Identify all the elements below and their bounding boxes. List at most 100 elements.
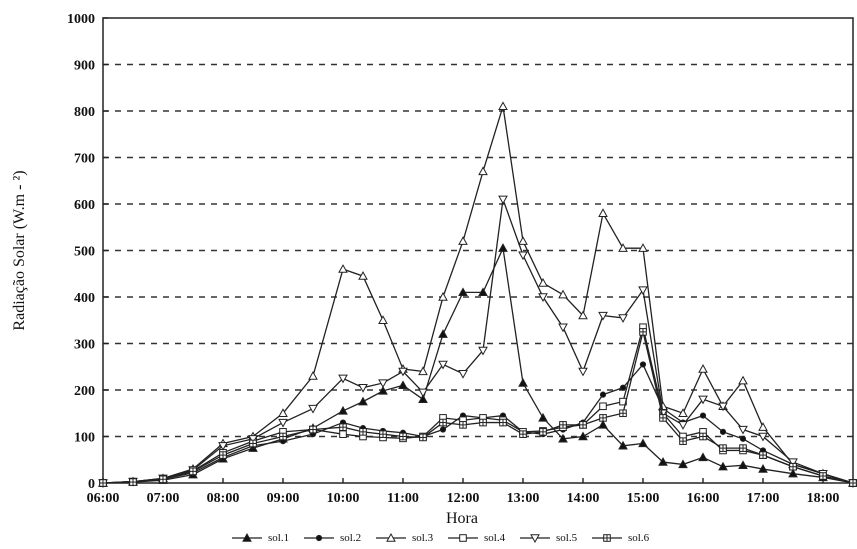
data-point-sol2 [619,384,627,391]
data-point-sol6 [819,472,827,480]
data-point-sol6 [699,432,707,441]
data-point-sol2 [639,361,647,368]
data-point-sol1 [538,412,548,422]
legend-label: sol.6 [628,532,650,544]
data-point-sol5 [538,293,548,303]
data-point-sol1 [418,394,428,403]
data-point-sol2 [439,426,447,433]
data-point-sol5 [638,286,648,296]
data-point-sol6 [99,479,107,487]
data-point-sol3 [518,236,528,245]
x-tick-label: 08:00 [207,491,240,506]
legend-marker [603,534,611,542]
data-point-sol1 [438,329,448,338]
data-point-sol1 [598,419,608,429]
data-point-sol5 [418,388,428,398]
data-point-sol3 [498,101,508,111]
data-point-sol6 [159,475,167,484]
data-point-sol5 [678,421,688,430]
data-point-sol6 [789,462,797,471]
y-tick-label: 800 [74,105,95,120]
data-point-sol3 [418,366,428,376]
data-point-sol1 [758,464,768,473]
data-point-sol1 [498,243,508,252]
data-point-sol1 [558,433,568,443]
legend-label: sol.5 [556,532,578,544]
data-point-sol2 [599,391,607,398]
data-point-sol1 [658,457,668,466]
data-point-sol6 [519,430,527,438]
data-point-sol6 [219,451,227,459]
x-axis-label: Hora [446,510,478,527]
legend-marker [530,534,540,544]
data-point-sol3 [278,408,288,417]
data-point-sol5 [248,435,258,444]
data-point-sol3 [598,208,608,217]
data-point-sol1 [358,396,368,406]
data-point-sol6 [759,451,767,459]
x-tick-label: 17:00 [747,491,780,506]
y-axis-label: Radiação Solar (W.m - ²) [11,170,28,330]
legend-marker [386,532,396,542]
data-point-sol6 [309,425,317,434]
data-point-sol3 [698,364,708,373]
legend-label: sol.2 [340,532,361,544]
data-point-sol2 [699,412,707,419]
legend-marker [242,532,252,542]
data-point-sol5 [478,346,488,356]
x-tick-label: 15:00 [627,491,660,506]
x-tick-label: 10:00 [327,491,360,506]
data-point-sol1 [398,380,408,390]
data-point-sol5 [358,383,368,393]
data-point-sol6 [129,478,137,486]
data-point-sol6 [599,414,607,422]
data-point-sol5 [218,442,228,451]
data-point-sol6 [439,418,447,427]
y-tick-label: 700 [74,152,95,167]
y-tick-label: 100 [74,431,95,446]
data-point-sol1 [678,459,688,469]
data-point-sol3 [578,310,588,320]
data-point-sol5 [718,402,728,412]
data-point-sol3 [678,408,688,417]
data-point-sol6 [399,432,407,441]
x-tick-label: 07:00 [147,491,180,506]
data-point-sol5 [578,367,588,377]
data-point-sol6 [249,439,257,448]
x-tick-label: 13:00 [507,491,540,506]
data-point-sol5 [378,379,388,389]
data-point-sol3 [478,166,488,176]
data-point-sol3 [638,243,648,252]
data-point-sol1 [718,461,728,471]
data-point-sol6 [579,421,587,429]
data-point-sol4 [599,402,607,411]
legend-marker [459,534,467,542]
data-point-sol1 [788,468,798,478]
legend-marker [315,534,323,542]
data-point-sol5 [398,367,408,377]
data-point-sol3 [358,271,368,280]
data-point-sol1 [458,287,468,297]
data-point-sol6 [659,414,667,422]
data-point-sol6 [379,430,387,438]
data-point-sol4 [339,430,347,438]
x-tick-label: 18:00 [807,491,840,506]
data-point-sol5 [618,314,628,323]
data-point-sol6 [559,421,567,429]
data-point-sol6 [619,409,627,418]
data-point-sol3 [738,375,748,385]
y-tick-label: 300 [74,338,95,353]
data-point-sol1 [338,405,348,415]
data-point-sol6 [339,423,347,431]
data-point-sol3 [758,422,768,431]
x-tick-label: 06:00 [87,491,120,506]
series-line-sol6 [102,331,854,484]
data-point-sol6 [459,421,467,429]
data-point-sol3 [378,315,388,324]
x-tick-label: 11:00 [387,491,419,506]
data-point-sol1 [618,440,628,450]
y-tick-label: 500 [74,245,95,260]
legend-label: sol.1 [268,532,289,544]
data-point-sol5 [558,323,568,333]
